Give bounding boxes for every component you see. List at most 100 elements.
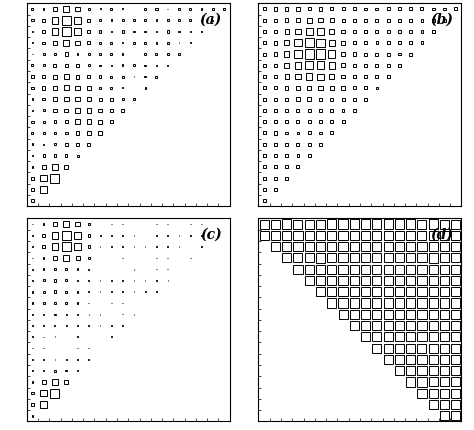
Bar — [428, 321, 438, 330]
Bar — [350, 254, 359, 263]
Bar — [383, 344, 392, 353]
Bar — [327, 231, 337, 240]
Bar — [418, 332, 427, 341]
Bar — [263, 76, 265, 79]
Bar — [99, 65, 101, 67]
Bar — [156, 224, 157, 225]
Bar — [440, 220, 449, 229]
Bar — [383, 321, 393, 330]
Bar — [201, 9, 202, 11]
Bar — [338, 288, 347, 297]
Bar — [77, 359, 78, 360]
Bar — [451, 321, 460, 330]
Bar — [330, 19, 334, 23]
Bar — [43, 370, 45, 372]
Bar — [418, 355, 427, 364]
Bar — [451, 344, 460, 353]
Bar — [375, 42, 378, 45]
Bar — [316, 276, 325, 286]
Bar — [64, 109, 68, 113]
Bar — [428, 231, 438, 240]
Bar — [418, 231, 427, 240]
Bar — [88, 269, 89, 270]
Bar — [263, 155, 265, 158]
Bar — [451, 265, 460, 274]
Bar — [428, 265, 438, 274]
Bar — [440, 378, 449, 387]
Bar — [74, 233, 81, 239]
Bar — [87, 98, 91, 102]
Text: (d): (d) — [430, 227, 453, 241]
Bar — [99, 31, 101, 34]
Bar — [42, 87, 46, 90]
Bar — [293, 265, 302, 274]
Bar — [418, 310, 427, 319]
Bar — [316, 243, 325, 252]
Bar — [383, 355, 393, 364]
Bar — [341, 52, 346, 57]
Bar — [285, 98, 288, 101]
Bar — [54, 269, 56, 270]
Bar — [451, 310, 460, 319]
Bar — [223, 9, 225, 10]
Bar — [383, 332, 393, 341]
Bar — [133, 20, 135, 22]
Bar — [316, 265, 325, 274]
Bar — [111, 65, 112, 67]
Bar — [31, 403, 34, 406]
Bar — [190, 224, 191, 225]
Bar — [383, 265, 393, 274]
Bar — [122, 224, 123, 225]
Bar — [327, 254, 337, 263]
Bar — [65, 291, 67, 293]
Bar — [167, 31, 169, 34]
Bar — [54, 132, 56, 135]
Bar — [263, 20, 265, 22]
Bar — [189, 9, 191, 11]
Bar — [122, 303, 123, 304]
Bar — [285, 19, 289, 23]
Bar — [274, 177, 277, 180]
Bar — [296, 166, 300, 169]
Bar — [284, 52, 289, 58]
Bar — [263, 110, 266, 113]
Bar — [398, 31, 401, 34]
Bar — [263, 121, 265, 124]
Bar — [99, 20, 101, 22]
Bar — [54, 54, 56, 56]
Bar — [383, 254, 392, 263]
Bar — [76, 144, 79, 146]
Bar — [406, 288, 415, 297]
Bar — [54, 280, 56, 282]
Bar — [383, 243, 392, 252]
Bar — [409, 42, 412, 45]
Bar — [201, 21, 202, 22]
Bar — [420, 9, 423, 12]
Bar — [395, 321, 404, 330]
Bar — [32, 43, 33, 44]
Bar — [32, 269, 33, 270]
Bar — [428, 400, 438, 409]
Bar — [451, 355, 460, 364]
Bar — [75, 109, 80, 114]
Bar — [63, 7, 69, 13]
Bar — [263, 200, 265, 203]
Bar — [383, 220, 393, 229]
Bar — [451, 299, 460, 308]
Bar — [282, 254, 291, 263]
Bar — [296, 8, 300, 12]
Bar — [440, 355, 449, 364]
Bar — [43, 43, 45, 45]
Bar — [178, 32, 180, 33]
Bar — [316, 220, 325, 229]
Bar — [271, 220, 280, 229]
Bar — [271, 231, 280, 240]
Bar — [75, 98, 80, 102]
Bar — [65, 155, 67, 157]
Bar — [263, 188, 265, 191]
Bar — [133, 32, 135, 33]
Bar — [54, 291, 56, 293]
Bar — [342, 121, 345, 124]
Bar — [295, 75, 301, 80]
Bar — [75, 8, 80, 12]
